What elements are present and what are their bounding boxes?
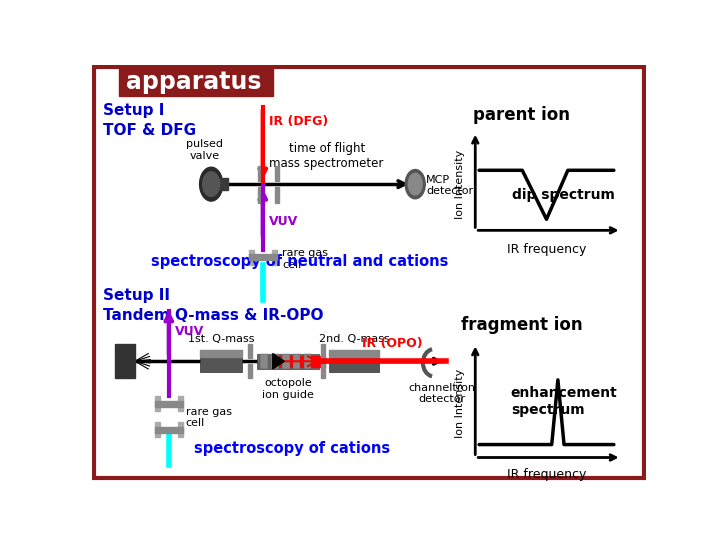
Text: 1st. Q-mass: 1st. Q-mass xyxy=(187,334,254,345)
Bar xyxy=(258,187,262,202)
Text: time of flight
mass spectrometer: time of flight mass spectrometer xyxy=(269,142,384,170)
Text: IR (DFG): IR (DFG) xyxy=(269,115,328,128)
Bar xyxy=(178,396,183,411)
Text: octopole
ion guide: octopole ion guide xyxy=(262,378,314,400)
Text: VUV: VUV xyxy=(269,214,298,228)
Text: channeltron
detector: channeltron detector xyxy=(409,383,476,404)
Bar xyxy=(321,364,325,378)
Bar xyxy=(275,187,279,202)
Text: spectroscopy of neutral and cations: spectroscopy of neutral and cations xyxy=(151,254,449,268)
Bar xyxy=(304,354,311,369)
Text: fragment ion: fragment ion xyxy=(461,316,582,334)
Ellipse shape xyxy=(408,173,422,195)
Text: Setup II
Tandem Q-mass & IR-OPO: Setup II Tandem Q-mass & IR-OPO xyxy=(102,288,323,323)
Text: parent ion: parent ion xyxy=(473,106,570,124)
Bar xyxy=(261,354,268,369)
Text: VUV: VUV xyxy=(175,326,204,339)
Text: enhancement
spectrum: enhancement spectrum xyxy=(511,386,618,417)
Bar xyxy=(329,350,379,356)
Bar xyxy=(155,396,160,411)
Text: rare gas
cell: rare gas cell xyxy=(186,407,232,428)
Text: IR frequency: IR frequency xyxy=(507,468,586,481)
Bar xyxy=(275,356,325,367)
Bar xyxy=(272,249,276,265)
Bar xyxy=(219,178,228,190)
Bar xyxy=(329,350,379,372)
Text: Ion Intensity: Ion Intensity xyxy=(455,150,465,219)
Bar xyxy=(155,427,183,433)
Bar xyxy=(258,166,262,181)
Bar xyxy=(199,350,242,356)
Bar xyxy=(199,350,242,372)
Bar xyxy=(275,166,279,181)
Text: 2nd. Q-mass: 2nd. Q-mass xyxy=(319,334,390,345)
Bar xyxy=(282,354,289,369)
Text: rare gas
cell: rare gas cell xyxy=(282,248,328,269)
Bar xyxy=(293,354,300,369)
Bar xyxy=(249,249,253,265)
Text: IR frequency: IR frequency xyxy=(507,242,586,255)
Polygon shape xyxy=(273,354,284,369)
Ellipse shape xyxy=(405,170,426,199)
Bar xyxy=(178,422,183,437)
FancyArrowPatch shape xyxy=(278,356,318,366)
Text: IR (OPO): IR (OPO) xyxy=(361,338,423,350)
Bar xyxy=(257,354,319,369)
Bar xyxy=(321,345,325,358)
Text: Setup I
TOF & DFG: Setup I TOF & DFG xyxy=(102,103,196,138)
Text: apparatus: apparatus xyxy=(126,70,261,94)
Bar xyxy=(249,254,276,260)
Text: dip spectrum: dip spectrum xyxy=(512,188,615,202)
Ellipse shape xyxy=(199,167,222,201)
Bar xyxy=(115,345,135,378)
Text: Ion Intensity: Ion Intensity xyxy=(455,369,465,438)
Text: pulsed
valve: pulsed valve xyxy=(186,139,223,161)
Bar xyxy=(248,345,252,358)
Text: spectroscopy of cations: spectroscopy of cations xyxy=(194,441,390,456)
Bar xyxy=(271,354,279,369)
Ellipse shape xyxy=(203,172,220,197)
Bar xyxy=(119,67,273,96)
Bar xyxy=(155,401,183,407)
Bar xyxy=(155,422,160,437)
Bar xyxy=(248,364,252,378)
FancyBboxPatch shape xyxy=(94,67,644,478)
Text: MCP
detector: MCP detector xyxy=(426,175,473,197)
